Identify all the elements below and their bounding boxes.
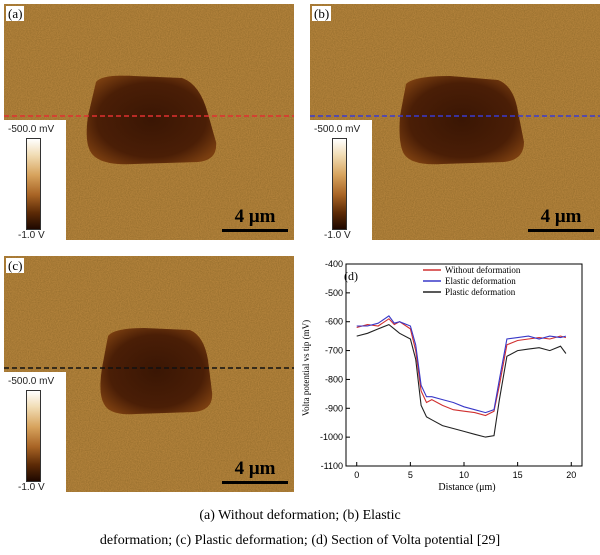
scale-bar: 4 μm <box>222 207 288 232</box>
color-ramp <box>332 138 347 230</box>
afm-map-panel-b: (b) -500.0 mV -1.0 V 4 μm <box>310 4 600 240</box>
panel-tag: (b) <box>312 6 332 21</box>
scale-bar-label: 4 μm <box>234 206 276 227</box>
color-scale-bar: -500.0 mV -1.0 V <box>4 372 66 492</box>
legend-label: Plastic deformation <box>445 287 516 297</box>
x-tick-label: 10 <box>459 470 469 480</box>
scale-bar-line <box>222 481 288 484</box>
figure-caption-line-2: deformation; (c) Plastic deformation; (d… <box>99 533 501 548</box>
scale-bar-line <box>222 229 288 232</box>
afm-map-panel-a: (a) -500.0 mV -1.0 V 4 μm <box>4 4 294 240</box>
legend-label: Without deformation <box>445 265 521 275</box>
series-line <box>356 315 567 414</box>
y-tick-label: -1000 <box>320 432 343 442</box>
chart-tag: (d) <box>344 269 358 283</box>
scale-bar: 4 μm <box>222 459 288 484</box>
scale-bar-line <box>528 229 594 232</box>
color-scale-max: -500.0 mV <box>8 376 55 387</box>
color-scale-min: -1.0 V <box>18 482 45 492</box>
y-tick-label: -500 <box>325 288 343 298</box>
y-tick-label: -800 <box>325 374 343 384</box>
y-tick-label: -700 <box>325 346 343 356</box>
scale-bar-label: 4 μm <box>234 458 276 479</box>
color-ramp <box>26 138 41 230</box>
color-scale-min: -1.0 V <box>18 230 45 240</box>
x-axis-label: Distance (μm) <box>438 482 495 492</box>
afm-map-image <box>4 4 294 240</box>
figure-caption-line-1: (a) Without deformation; (b) Elastic <box>199 508 401 523</box>
x-tick-label: 20 <box>566 470 576 480</box>
y-tick-label: -900 <box>325 403 343 413</box>
color-scale-max: -500.0 mV <box>314 124 361 135</box>
color-ramp <box>26 390 41 482</box>
series-line <box>356 318 567 417</box>
y-tick-label: -1100 <box>321 461 343 471</box>
y-axis-label: Volta potential vs tip (mV) <box>301 320 311 416</box>
panel-tag: (c) <box>6 258 25 273</box>
color-scale-bar: -500.0 mV -1.0 V <box>310 120 372 240</box>
x-tick-label: 15 <box>513 470 523 480</box>
scale-bar: 4 μm <box>528 207 594 232</box>
volta-potential-chart: 0 5 10 15 20 -400 -500 -600 -700 -800 -900 -1000 -11… <box>301 259 583 492</box>
legend-label: Elastic deformation <box>445 276 516 286</box>
scale-bar-label: 4 μm <box>540 206 582 227</box>
x-tick-label: 5 <box>408 470 413 480</box>
series-line <box>356 323 567 438</box>
y-tick-label: -600 <box>325 317 343 327</box>
x-tick-label: 0 <box>354 470 359 480</box>
color-scale-max: -500.0 mV <box>8 124 55 135</box>
color-scale-min: -1.0 V <box>324 230 351 240</box>
panel-tag: (a) <box>6 6 25 21</box>
afm-map-panel-c: (c) -500.0 mV -1.0 V 4 μm <box>4 256 294 492</box>
y-tick-label: -400 <box>325 259 343 269</box>
color-scale-bar: -500.0 mV -1.0 V <box>4 120 66 240</box>
